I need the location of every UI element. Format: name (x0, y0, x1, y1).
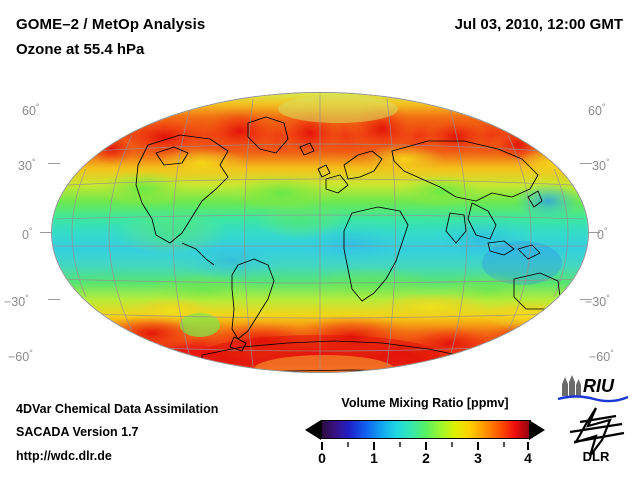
lat-tick-left-m30 (48, 299, 60, 300)
colorbar-tick-3 (477, 442, 479, 450)
colorbar-label-2: 2 (422, 450, 430, 466)
colorbar-gradient (321, 420, 531, 439)
lat-label-left-0: 0° (22, 226, 33, 243)
lat-label-right-m30: −30° (585, 293, 610, 310)
colorbar-tick-1 (373, 442, 375, 450)
colorbar-tick-minor-3 (451, 442, 453, 447)
lat-tick-left-30 (48, 163, 60, 164)
lat-tick-left-0 (40, 232, 56, 233)
footer-url-link[interactable]: http://wdc.dlr.de (16, 449, 112, 463)
colorbar-label-4: 4 (524, 450, 532, 466)
colorbar-tick-minor-4 (503, 442, 505, 447)
footer-version-label: SACADA Version 1.7 (16, 425, 139, 439)
lat-label-left-30: 30° (18, 157, 36, 174)
lat-label-right-30: 30° (592, 157, 610, 174)
globe-clip (52, 93, 588, 372)
colorbar-tick-4 (527, 442, 529, 450)
dlr-logo: DLR (566, 406, 630, 464)
colorbar-label-1: 1 (370, 450, 378, 466)
footer-method-label: 4DVar Chemical Data Assimilation (16, 402, 219, 416)
lat-label-right-60: 60° (588, 102, 606, 119)
riu-logo-text: RIU (583, 376, 615, 396)
colorbar-tick-0 (321, 442, 323, 450)
colorbar-label-0: 0 (318, 450, 326, 466)
riu-logo: RIU (556, 374, 630, 404)
page-title: GOME–2 / MetOp Analysis (16, 16, 206, 33)
product-subtitle: Ozone at 55.4 hPa (16, 41, 145, 58)
colorbar-axis (321, 442, 529, 450)
dlr-logo-text: DLR (583, 449, 610, 464)
colorbar: Volume Mixing Ratio [ppmv] 0 1 2 3 4 (305, 396, 545, 474)
colorbar-tick-labels: 0 1 2 3 4 (305, 450, 545, 470)
colorbar-label-3: 3 (474, 450, 482, 466)
lat-label-left-m60: −60° (8, 348, 33, 365)
colorbar-extend-low-arrow (305, 420, 321, 440)
lat-label-right-m60: −60° (589, 348, 614, 365)
colorbar-extend-high-arrow (529, 420, 545, 440)
colorbar-title: Volume Mixing Ratio [ppmv] (341, 396, 509, 410)
colorbar-tick-minor-1 (347, 442, 349, 447)
lat-tick-right-0 (584, 232, 600, 233)
lat-tick-right-m30 (580, 299, 592, 300)
ozone-field (52, 93, 588, 372)
riu-logo-graphic: RIU (557, 375, 629, 403)
colorbar-tick-2 (425, 442, 427, 450)
lat-label-right-0: 0° (597, 226, 608, 243)
colorbar-body (305, 418, 545, 440)
lat-tick-right-30 (580, 163, 592, 164)
colorbar-tick-minor-2 (399, 442, 401, 447)
timestamp-label: Jul 03, 2010, 12:00 GMT (454, 16, 623, 33)
ozone-globe (52, 93, 588, 372)
dlr-logo-graphic: DLR (569, 407, 625, 464)
lat-label-left-m30: −30° (4, 293, 29, 310)
lat-label-left-60: 60° (22, 102, 40, 119)
map-panel: 60° 30° 0° −30° −60° 60° 30° 0° −30° −60… (0, 78, 640, 388)
